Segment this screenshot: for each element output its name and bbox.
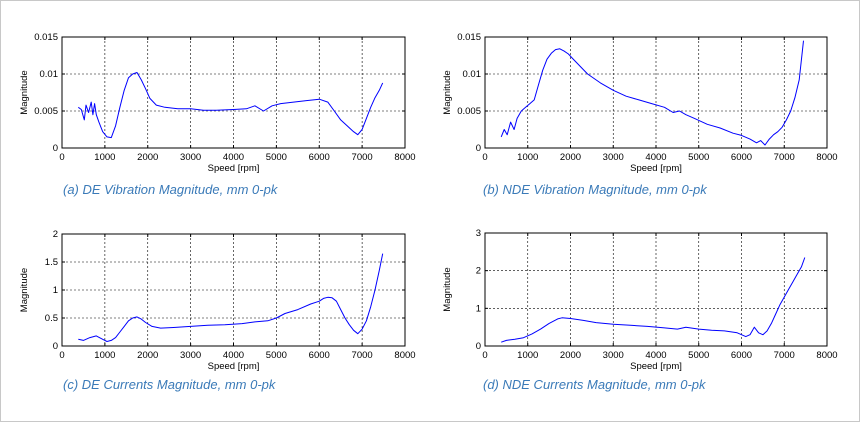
x-tick-label: 1000	[94, 350, 115, 361]
x-tick-label: 5000	[266, 350, 287, 361]
x-tick-label: 7000	[774, 152, 795, 163]
x-tick-label: 7000	[774, 350, 795, 361]
chart-c: 0 1000 2000 3000 4000 5000 6000 7000 8000 0 0.5 1 1.…	[19, 229, 416, 372]
y-tick-label: 2	[53, 229, 58, 240]
y-tick-label: 0.005	[34, 106, 58, 117]
series-line-c	[78, 253, 384, 342]
x-tick-label: 4000	[223, 152, 244, 163]
chart-d: 0 1000 2000 3000 4000 5000 6000 7000 8000 0 1 2 3 Spe…	[442, 228, 838, 372]
chart-a: 0 1000 2000 3000 4000 5000 6000 7000 8000 0 0.005 0…	[19, 32, 416, 174]
x-tick-label: 7000	[352, 152, 373, 163]
x-tick-label: 1000	[94, 152, 115, 163]
x-tick-label: 6000	[309, 350, 330, 361]
y-tick-label: 1	[53, 285, 58, 296]
series-line-a	[78, 72, 384, 139]
y-tick-label: 0.01	[463, 69, 482, 80]
y-axis-label: Magnitude	[442, 267, 453, 311]
y-tick-label: 2	[476, 266, 481, 277]
y-tick-label: 0.015	[457, 32, 481, 43]
caption-a: (a) DE Vibration Magnitude, mm 0-pk	[63, 182, 278, 197]
x-tick-label: 0	[482, 152, 487, 163]
x-tick-label: 1000	[517, 350, 538, 361]
caption-d: (d) NDE Currents Magnitude, mm 0-pk	[483, 377, 706, 392]
y-axis-label: Magnitude	[19, 70, 30, 114]
x-tick-label: 8000	[394, 152, 415, 163]
x-tick-label: 5000	[688, 350, 709, 361]
chart-b: 0 1000 2000 3000 4000 5000 6000 7000 8000 0 0.005 0…	[442, 32, 838, 174]
x-tick-label: 2000	[137, 152, 158, 163]
y-axis-label: Magnitude	[442, 70, 453, 114]
y-tick-label: 1.5	[45, 257, 58, 268]
y-tick-label: 0	[53, 341, 58, 352]
y-tick-label: 1	[476, 303, 481, 314]
y-tick-label: 0	[476, 143, 481, 154]
x-tick-label: 5000	[688, 152, 709, 163]
x-tick-label: 8000	[816, 350, 837, 361]
caption-b: (b) NDE Vibration Magnitude, mm 0-pk	[483, 182, 707, 197]
x-axis-label: Speed [rpm]	[208, 163, 260, 174]
y-tick-label: 0	[476, 341, 481, 352]
x-tick-label: 1000	[517, 152, 538, 163]
x-tick-label: 3000	[180, 350, 201, 361]
x-axis-label: Speed [rpm]	[630, 163, 682, 174]
y-tick-label: 0	[53, 143, 58, 154]
y-axis-label: Magnitude	[19, 268, 30, 312]
x-tick-label: 5000	[266, 152, 287, 163]
x-tick-label: 4000	[223, 350, 244, 361]
x-tick-label: 3000	[603, 350, 624, 361]
x-tick-label: 4000	[645, 350, 666, 361]
y-tick-label: 0.015	[34, 32, 58, 43]
x-tick-label: 2000	[560, 350, 581, 361]
series-line-d	[501, 257, 806, 343]
y-tick-label: 3	[476, 228, 481, 239]
x-tick-label: 6000	[309, 152, 330, 163]
y-tick-label: 0.5	[45, 313, 58, 324]
series-line-b	[500, 40, 804, 146]
x-tick-label: 0	[482, 350, 487, 361]
x-tick-label: 6000	[731, 350, 752, 361]
y-tick-label: 0.01	[40, 69, 59, 80]
caption-c: (c) DE Currents Magnitude, mm 0-pk	[63, 377, 276, 392]
x-tick-label: 4000	[645, 152, 666, 163]
y-tick-label: 0.005	[457, 106, 481, 117]
x-tick-label: 2000	[137, 350, 158, 361]
x-tick-label: 8000	[816, 152, 837, 163]
x-tick-label: 0	[59, 152, 64, 163]
x-tick-label: 3000	[180, 152, 201, 163]
x-tick-label: 6000	[731, 152, 752, 163]
x-tick-label: 8000	[394, 350, 415, 361]
x-tick-label: 2000	[560, 152, 581, 163]
x-axis-label: Speed [rpm]	[208, 361, 260, 372]
x-tick-label: 7000	[352, 350, 373, 361]
x-axis-label: Speed [rpm]	[630, 361, 682, 372]
x-tick-label: 0	[59, 350, 64, 361]
x-tick-label: 3000	[603, 152, 624, 163]
